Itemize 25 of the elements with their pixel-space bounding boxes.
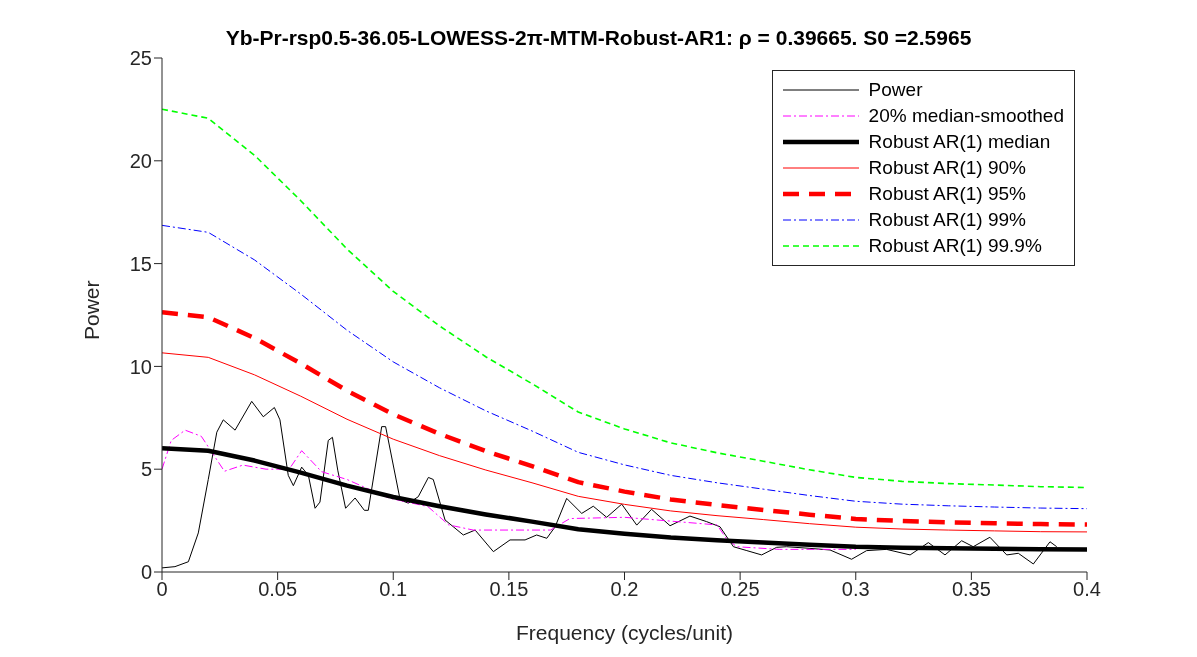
x-axis-title: Frequency (cycles/unit) [515, 621, 734, 644]
x-tick-label: 0.1 [379, 578, 408, 601]
chart-title: Yb-Pr-rsp0.5-36.05-LOWESS-2π-MTM-Robust-AR1: ρ = 0.39665. S0 =2.5965 [225, 26, 972, 49]
x-tick-label: 0.2 [610, 578, 639, 601]
x-tick-label: 0.15 [489, 578, 529, 601]
y-tick-label: 15 [129, 252, 152, 275]
y-tick-label: 10 [129, 355, 152, 378]
y-tick-label: 0 [140, 561, 152, 584]
y-tick-label: 20 [129, 149, 152, 172]
x-tick-label: 0.3 [841, 578, 870, 601]
x-tick-label: 0.05 [258, 578, 298, 601]
legend-label: Robust AR(1) 90% [868, 157, 1026, 179]
legend-label: 20% median-smoothed [868, 105, 1064, 127]
legend-label: Robust AR(1) 99.9% [868, 235, 1042, 257]
legend-label: Robust AR(1) median [868, 131, 1051, 153]
x-tick-label: 0.4 [1073, 578, 1101, 601]
legend-label: Robust AR(1) 99% [868, 209, 1026, 231]
y-tick-label: 25 [129, 47, 152, 70]
x-tick-label: 0.35 [951, 578, 991, 601]
legend-label: Robust AR(1) 95% [868, 183, 1026, 205]
y-tick-label: 5 [140, 458, 152, 481]
x-tick-label: 0 [156, 578, 168, 601]
legend-label: Power [868, 79, 923, 101]
y-axis-title: Power [80, 280, 104, 340]
x-tick-label: 0.25 [720, 578, 760, 601]
